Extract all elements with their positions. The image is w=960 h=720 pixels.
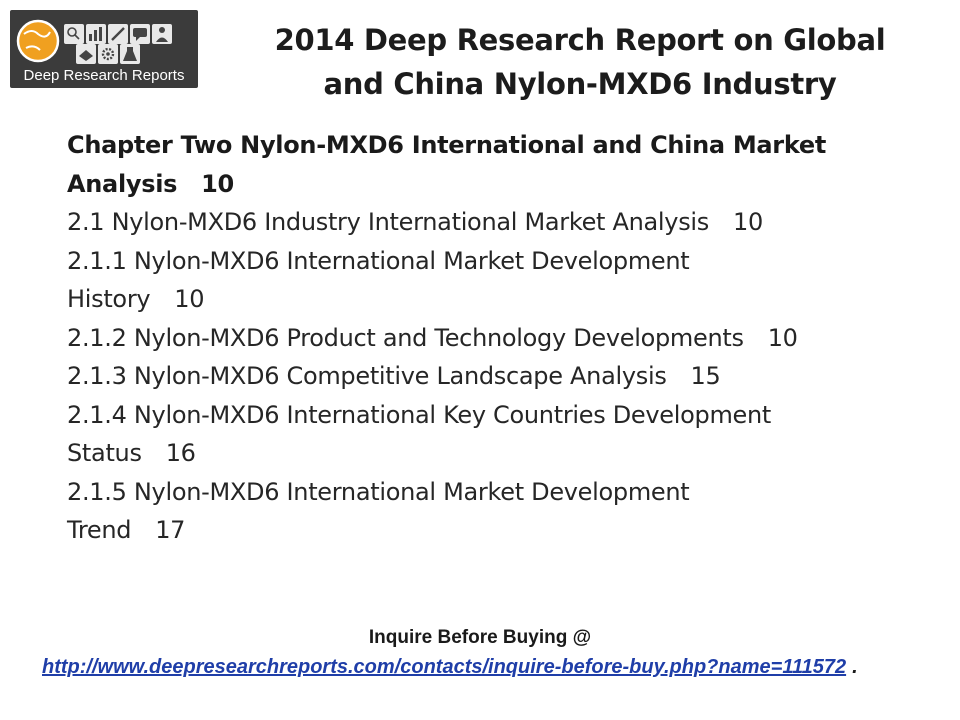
pen-icon	[108, 24, 128, 44]
toc-item-page: 15	[690, 362, 721, 390]
toc-item-text: Trend	[67, 516, 132, 544]
chapter-page-number: 10	[201, 169, 234, 198]
trailing-period: .	[852, 656, 858, 678]
toc-item-text: 2.1.2 Nylon-MXD6 Product and Technology …	[67, 323, 744, 352]
toc-item-page: 10	[732, 208, 763, 236]
toc-item-text: 2.1 Nylon-MXD6 Industry International Ma…	[67, 208, 709, 236]
page-title: 2014 Deep Research Report on Global and …	[220, 18, 940, 106]
toc-item-text: 2.1.3 Nylon-MXD6 Competitive Landscape A…	[67, 362, 667, 390]
brand-logo: Deep Research Reports	[10, 10, 198, 88]
toc-item-text: History	[67, 285, 151, 313]
toc-item-line-2: Trend 17	[67, 511, 927, 550]
chapter-heading-line-1: Chapter Two Nylon-MXD6 International and…	[67, 131, 827, 159]
person-icon	[152, 24, 172, 44]
toc-item-page: 16	[165, 439, 196, 467]
chart-icon	[86, 24, 106, 44]
toc-item: 2.1 Nylon-MXD6 Industry International Ma…	[67, 203, 927, 242]
toc-item: 2.1.3 Nylon-MXD6 Competitive Landscape A…	[67, 357, 927, 396]
search-icon	[64, 24, 84, 44]
logo-icons	[16, 19, 172, 64]
toc-item-line-2: History 10	[67, 280, 927, 319]
chapter-heading-text: Analysis	[67, 169, 178, 198]
handshake-icon	[76, 44, 96, 64]
inquire-label: Inquire Before Buying @	[368, 627, 592, 648]
toc-item-line-1: 2.1.5 Nylon-MXD6 International Market De…	[67, 477, 690, 506]
gear-icon	[98, 44, 118, 64]
inquire-link-line: http://www.deepresearchreports.com/conta…	[42, 656, 858, 679]
table-of-contents: Chapter Two Nylon-MXD6 International and…	[67, 126, 927, 550]
flask-icon	[120, 44, 140, 64]
logo-text: Deep Research Reports	[23, 67, 185, 84]
toc-item-line-1: 2.1.1 Nylon-MXD6 International Market De…	[67, 246, 690, 275]
inquire-link[interactable]: http://www.deepresearchreports.com/conta…	[42, 656, 847, 678]
toc-item: 2.1.2 Nylon-MXD6 Product and Technology …	[67, 319, 927, 358]
title-line-2: and China Nylon-MXD6 Industry	[323, 67, 837, 101]
toc-item-page: 17	[155, 516, 186, 544]
toc-item-page: 10	[174, 285, 205, 313]
globe-icon	[16, 19, 60, 63]
toc-item-line-2: Status 16	[67, 434, 927, 473]
toc-item-text: Status	[67, 439, 142, 467]
title-line-1: 2014 Deep Research Report on Global	[274, 23, 886, 57]
chat-icon	[130, 24, 150, 44]
toc-item-page: 10	[767, 323, 798, 352]
chapter-heading-line-2: Analysis 10	[67, 165, 927, 204]
toc-item-line-1: 2.1.4 Nylon-MXD6 International Key Count…	[67, 400, 772, 429]
